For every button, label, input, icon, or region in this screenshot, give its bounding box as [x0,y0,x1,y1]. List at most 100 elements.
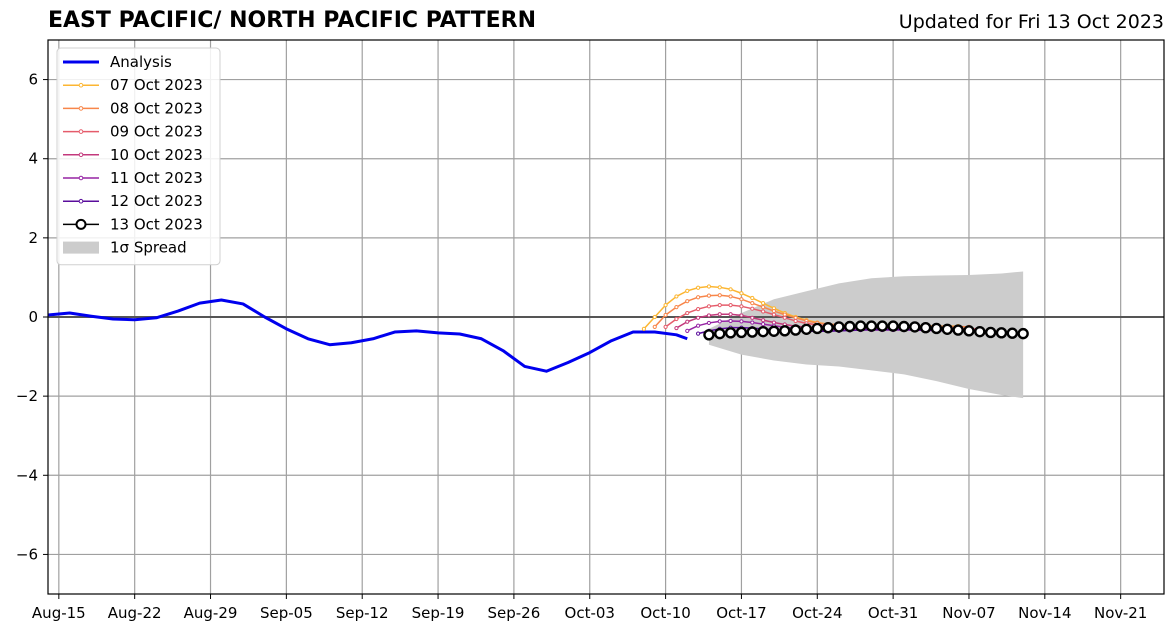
data-point [728,318,733,324]
y-tick-label: −4 [16,466,38,484]
data-point [663,324,668,329]
data-point [728,287,733,292]
data-point [728,312,733,317]
data-point [685,319,690,324]
x-tick-label: Oct-31 [868,604,918,622]
data-point [757,325,769,338]
legend-label: 1σ Spread [110,239,187,257]
data-point [663,303,668,308]
data-point [833,321,845,333]
data-point [750,295,755,301]
y-tick-label: −6 [16,545,38,563]
legend-entry: Analysis [63,53,172,71]
data-point [844,320,856,333]
data-point [652,324,657,329]
data-point [663,312,668,318]
data-point [768,325,780,337]
x-tick-label: Oct-10 [640,604,690,622]
data-point [706,313,712,318]
chart-title: EAST PACIFIC/ NORTH PACIFIC PATTERN [48,8,537,33]
data-point [717,293,722,298]
data-point [750,301,755,306]
y-tick-label: −2 [16,387,38,405]
data-point [789,324,802,336]
x-tick-label: Sep-19 [412,604,465,622]
data-point [984,326,997,339]
y-tick-label: 2 [28,229,38,247]
x-tick-label: Aug-29 [184,604,238,622]
data-point [739,319,744,324]
data-point [706,304,712,309]
data-point [1006,327,1019,339]
data-point [771,308,777,314]
data-point [761,318,766,323]
data-point [898,320,910,333]
axes: Aug-15 Aug-22 Aug-29 Sep-05 Sep-12 Sep-19 Sep-… [16,39,1165,622]
legend-marker [78,106,84,111]
data-point [876,320,888,332]
legend-marker [78,152,84,158]
spread-band-area [708,271,1024,399]
data-point [779,325,791,337]
x-tick-label: Oct-03 [565,604,615,622]
legend-entry: 12 Oct 2023 [63,192,203,210]
data-point [674,305,679,310]
data-point [695,306,701,312]
data-point [782,315,787,320]
legend-label: Analysis [110,53,172,71]
data-point [724,327,737,339]
data-point [685,299,690,304]
data-point [750,306,755,311]
data-point [811,322,823,335]
spread-band [708,271,1024,399]
data-point [717,285,722,290]
legend-label: 07 Oct 2023 [110,76,203,94]
data-point [739,304,744,309]
legend-entry: 07 Oct 2023 [63,76,203,94]
data-point [695,323,701,328]
data-point [919,321,932,334]
series-13-oct-2023 [703,320,1029,341]
x-tick-label: Oct-17 [716,604,766,622]
legend-label: 13 Oct 2023 [110,215,203,233]
x-tick-label: Oct-24 [792,604,842,622]
data-point [771,312,777,317]
x-tick-label: Sep-05 [260,604,313,622]
data-point [822,321,834,334]
data-point [761,322,766,327]
series-analysis [47,298,688,373]
legend-marker [78,129,84,134]
data-point [865,320,878,332]
data-point [761,301,766,306]
data-point [930,322,943,335]
data-point [761,305,766,310]
series-line [47,298,688,373]
data-point [735,326,748,339]
x-tick-label: Aug-22 [108,604,162,622]
data-point [761,309,766,314]
data-point [746,326,758,338]
legend: Analysis 07 Oct 2023 08 Oct 2023 09 Oct 202… [56,47,221,266]
data-point [728,294,733,299]
data-point [695,315,701,320]
data-point [909,321,921,333]
data-point [995,327,1008,339]
data-point [963,325,975,337]
legend-entry: 11 Oct 2023 [63,169,203,187]
data-point [685,328,690,333]
x-tick-label: Nov-07 [942,604,995,622]
x-tick-label: Nov-14 [1018,604,1071,622]
data-point [685,288,690,293]
data-point [641,326,647,331]
legend-entry: 09 Oct 2023 [63,123,203,141]
data-point [717,303,722,308]
legend-marker [78,82,84,88]
data-point [652,314,657,320]
series-lines [47,284,1164,373]
legend-entry: 13 Oct 2023 [63,215,203,233]
legend-entry: 08 Oct 2023 [63,99,203,117]
data-point [706,320,712,326]
data-point [706,284,712,289]
data-point [717,312,722,317]
